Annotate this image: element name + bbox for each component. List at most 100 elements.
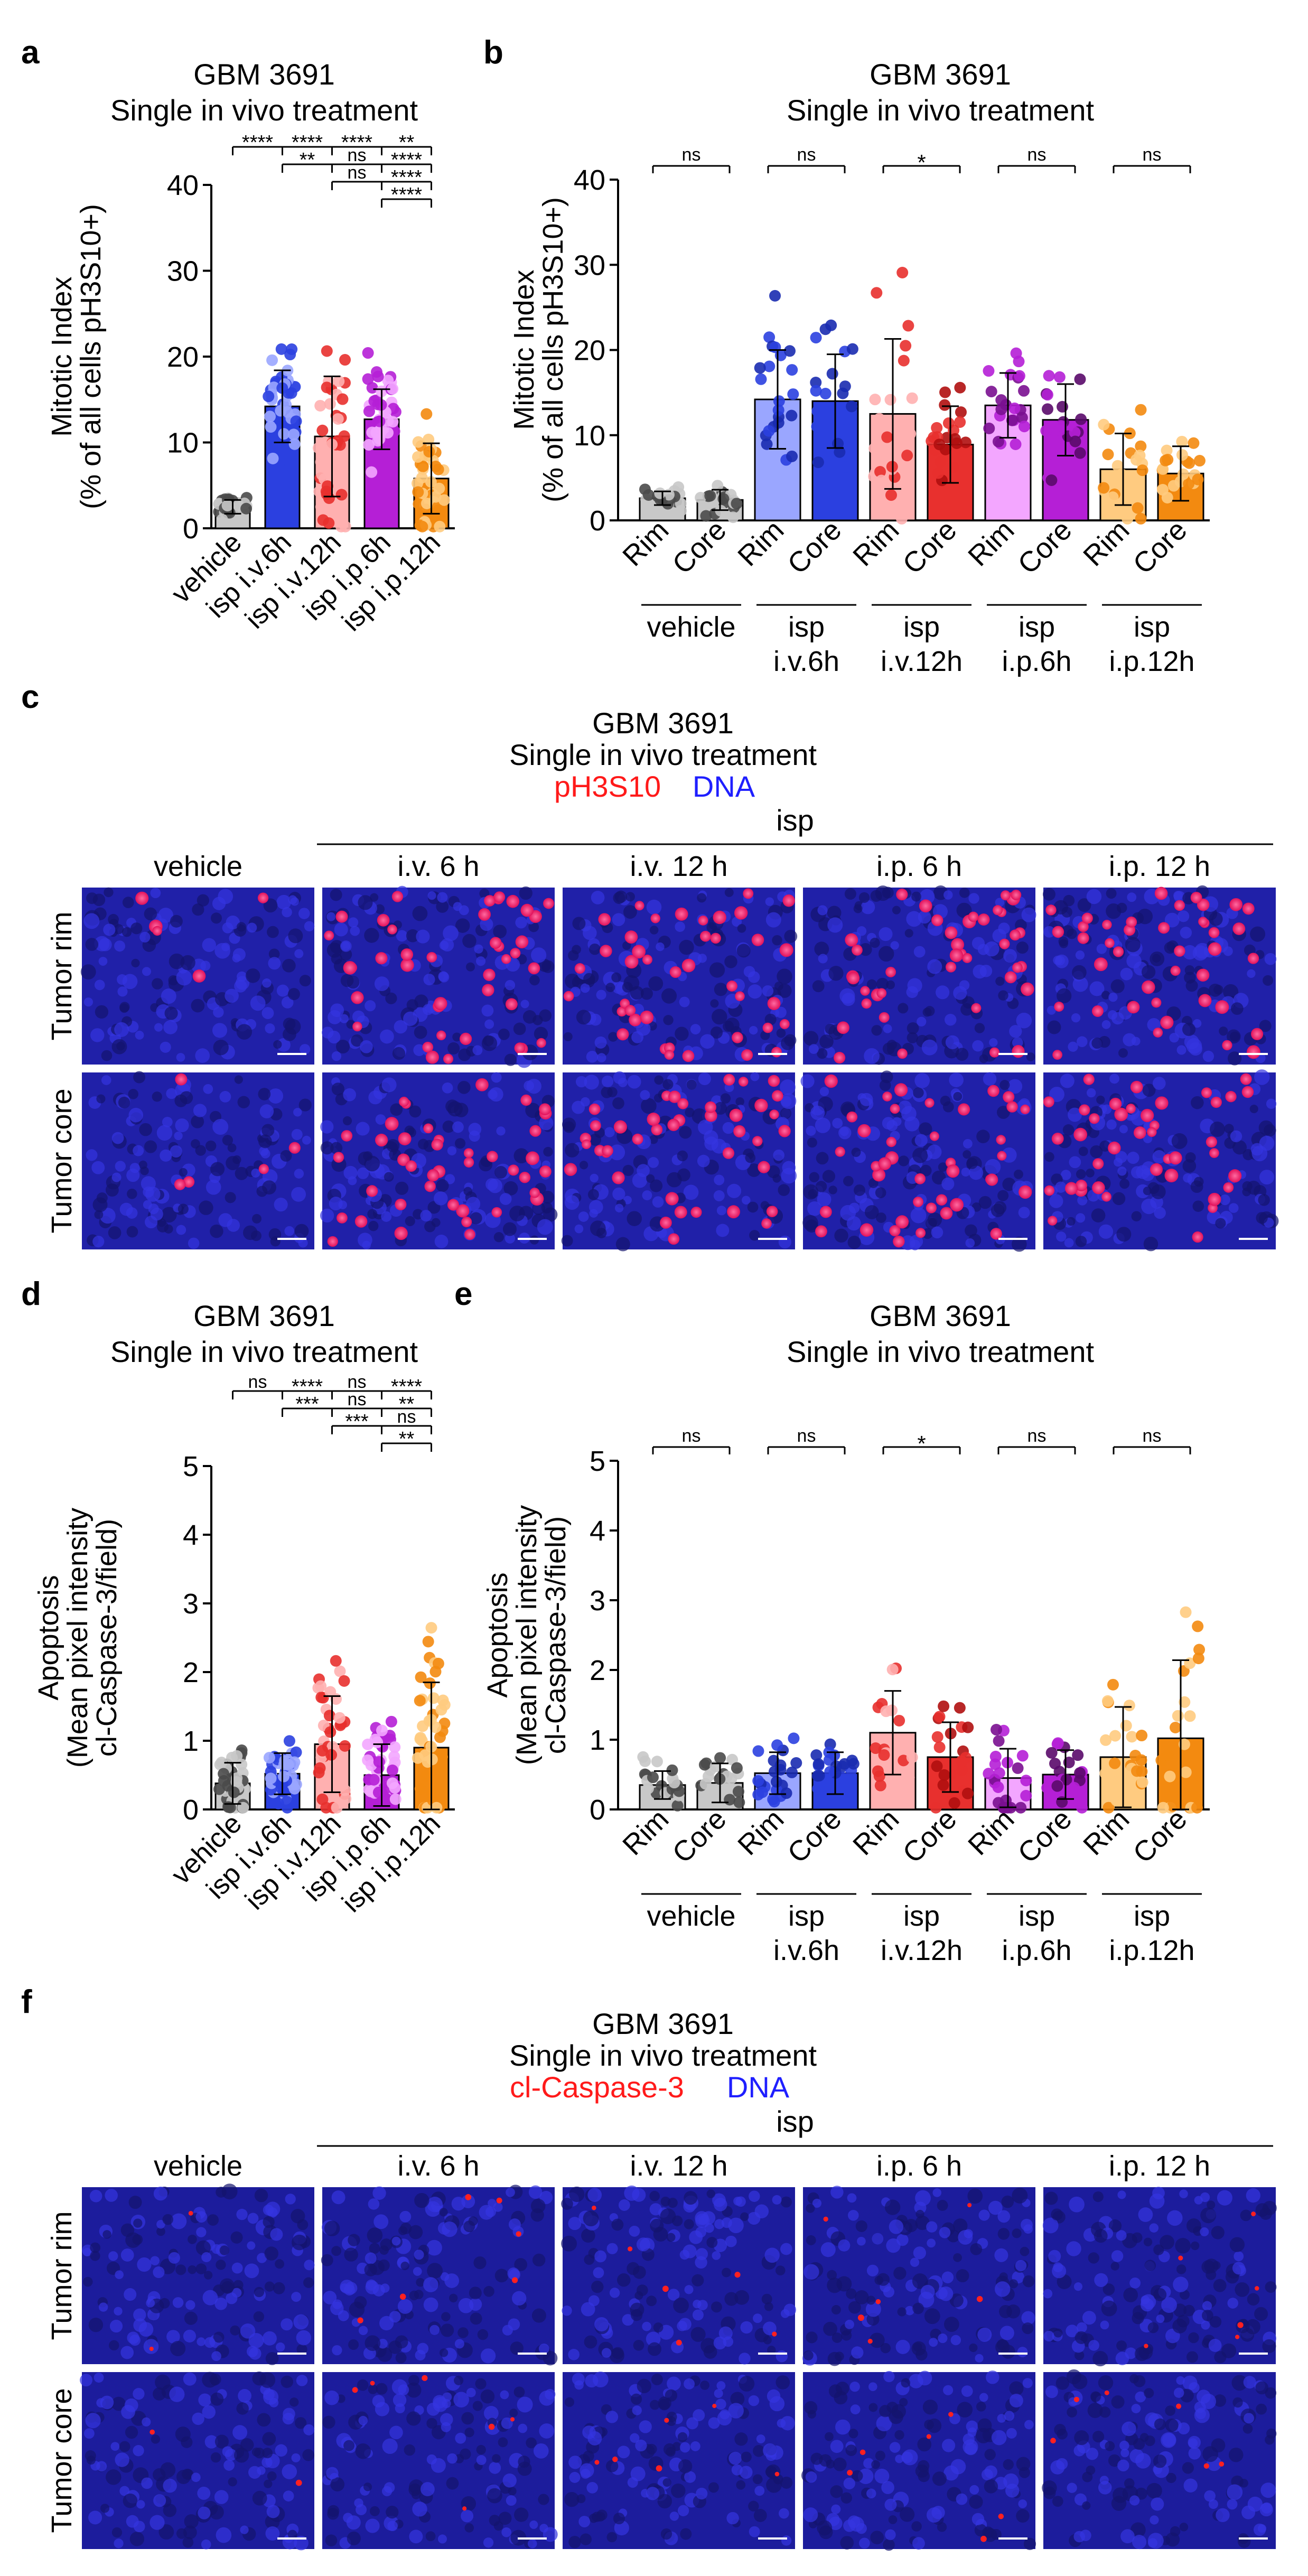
- nucleus: [936, 985, 950, 1000]
- nucleus: [650, 2218, 664, 2233]
- nucleus: [326, 942, 342, 958]
- column-label: i.p. 12 h: [1109, 2150, 1210, 2182]
- row-label: Tumor rim: [46, 2211, 78, 2340]
- positive-cell: [563, 991, 574, 1002]
- data-point: [954, 1702, 966, 1714]
- nucleus: [865, 2301, 881, 2317]
- nucleus: [262, 2448, 273, 2459]
- nucleus: [1249, 1105, 1258, 1114]
- positive-cell: [741, 1049, 753, 1061]
- data-point: [788, 1732, 800, 1744]
- nucleus: [156, 1125, 173, 1141]
- positive-cell: [845, 933, 858, 947]
- nucleus: [1200, 2227, 1209, 2237]
- data-point: [1100, 1734, 1112, 1746]
- nucleus: [838, 1126, 852, 1140]
- positive-cell: [924, 1098, 935, 1108]
- nucleus: [1022, 2322, 1034, 2335]
- nucleus: [136, 2500, 145, 2509]
- nucleus: [1005, 2484, 1020, 2498]
- nucleus: [910, 1207, 927, 1224]
- nucleus: [213, 1006, 224, 1018]
- positive-cell: [1000, 890, 1011, 901]
- nucleus: [773, 1149, 784, 1161]
- nucleus: [949, 1072, 964, 1087]
- x-tick-label: Rim: [732, 1803, 790, 1861]
- nucleus: [1232, 2397, 1243, 2408]
- data-point: [322, 1777, 334, 1789]
- nucleus: [427, 891, 436, 900]
- nucleus: [904, 929, 913, 938]
- nucleus: [963, 1138, 973, 1149]
- data-point: [756, 1786, 768, 1798]
- positive-cell: [1109, 1097, 1122, 1110]
- nucleus: [561, 2235, 577, 2252]
- nucleus: [1022, 2378, 1033, 2388]
- data-point: [413, 498, 425, 510]
- nucleus: [139, 931, 151, 943]
- nucleus: [843, 2477, 855, 2490]
- nucleus: [1228, 1203, 1239, 1213]
- nucleus: [327, 2508, 339, 2520]
- data-point: [772, 417, 784, 429]
- positive-cell: [867, 2339, 873, 2344]
- nucleus: [747, 1163, 761, 1177]
- nucleus: [1190, 2241, 1200, 2251]
- nucleus: [168, 975, 179, 986]
- nucleus: [475, 2378, 487, 2390]
- chart-title-line: Single in vivo treatment: [787, 1335, 1095, 1368]
- nucleus: [1188, 2438, 1198, 2448]
- positive-cell: [860, 986, 870, 996]
- nucleus: [932, 2188, 942, 2197]
- positive-cell: [665, 1192, 679, 1206]
- positive-cell: [624, 930, 638, 944]
- nucleus: [1208, 2499, 1218, 2509]
- positive-cell: [352, 1021, 362, 1032]
- nucleus: [835, 2382, 849, 2395]
- x-tick-label: Core: [781, 514, 847, 580]
- nucleus: [288, 928, 303, 944]
- data-point: [339, 520, 351, 533]
- nucleus: [745, 1152, 756, 1163]
- nucleus: [235, 1166, 248, 1180]
- nucleus: [926, 2221, 938, 2233]
- positive-cell: [989, 1047, 1000, 1058]
- nucleus: [340, 2280, 354, 2294]
- group-label: vehicle: [647, 611, 735, 643]
- nucleus: [1044, 1152, 1054, 1162]
- nucleus: [671, 2483, 686, 2498]
- nucleus: [115, 2270, 124, 2280]
- nucleus: [183, 2372, 197, 2386]
- positive-cell: [465, 2194, 472, 2200]
- data-point: [267, 452, 279, 464]
- nucleus: [1230, 1002, 1244, 1015]
- nucleus: [280, 1150, 292, 1162]
- positive-cell: [1021, 982, 1034, 996]
- nucleus: [1043, 2486, 1056, 2499]
- nucleus: [1073, 2444, 1086, 2457]
- positive-cell: [1246, 1045, 1260, 1059]
- nucleus: [970, 2243, 983, 2255]
- positive-cell: [1176, 2403, 1182, 2409]
- nucleus: [651, 2374, 663, 2385]
- data-point: [885, 489, 897, 501]
- nucleus: [709, 962, 725, 978]
- positive-cell: [761, 1218, 772, 1229]
- nucleus: [522, 1010, 537, 1024]
- nucleus: [264, 2246, 279, 2261]
- nucleus: [375, 2402, 390, 2416]
- nucleus: [265, 1023, 275, 1034]
- nucleus: [275, 2259, 285, 2269]
- data-point: [1041, 403, 1053, 415]
- nucleus: [1141, 965, 1156, 979]
- nucleus: [416, 929, 430, 944]
- positive-cell: [1192, 1231, 1203, 1243]
- significance-label: ***: [345, 1411, 369, 1433]
- nucleus: [436, 1179, 449, 1192]
- nucleus: [678, 2459, 693, 2474]
- nucleus: [1126, 953, 1142, 969]
- data-point: [933, 438, 946, 451]
- nucleus: [221, 942, 230, 951]
- data-point: [906, 392, 918, 404]
- nucleus: [139, 1123, 152, 1136]
